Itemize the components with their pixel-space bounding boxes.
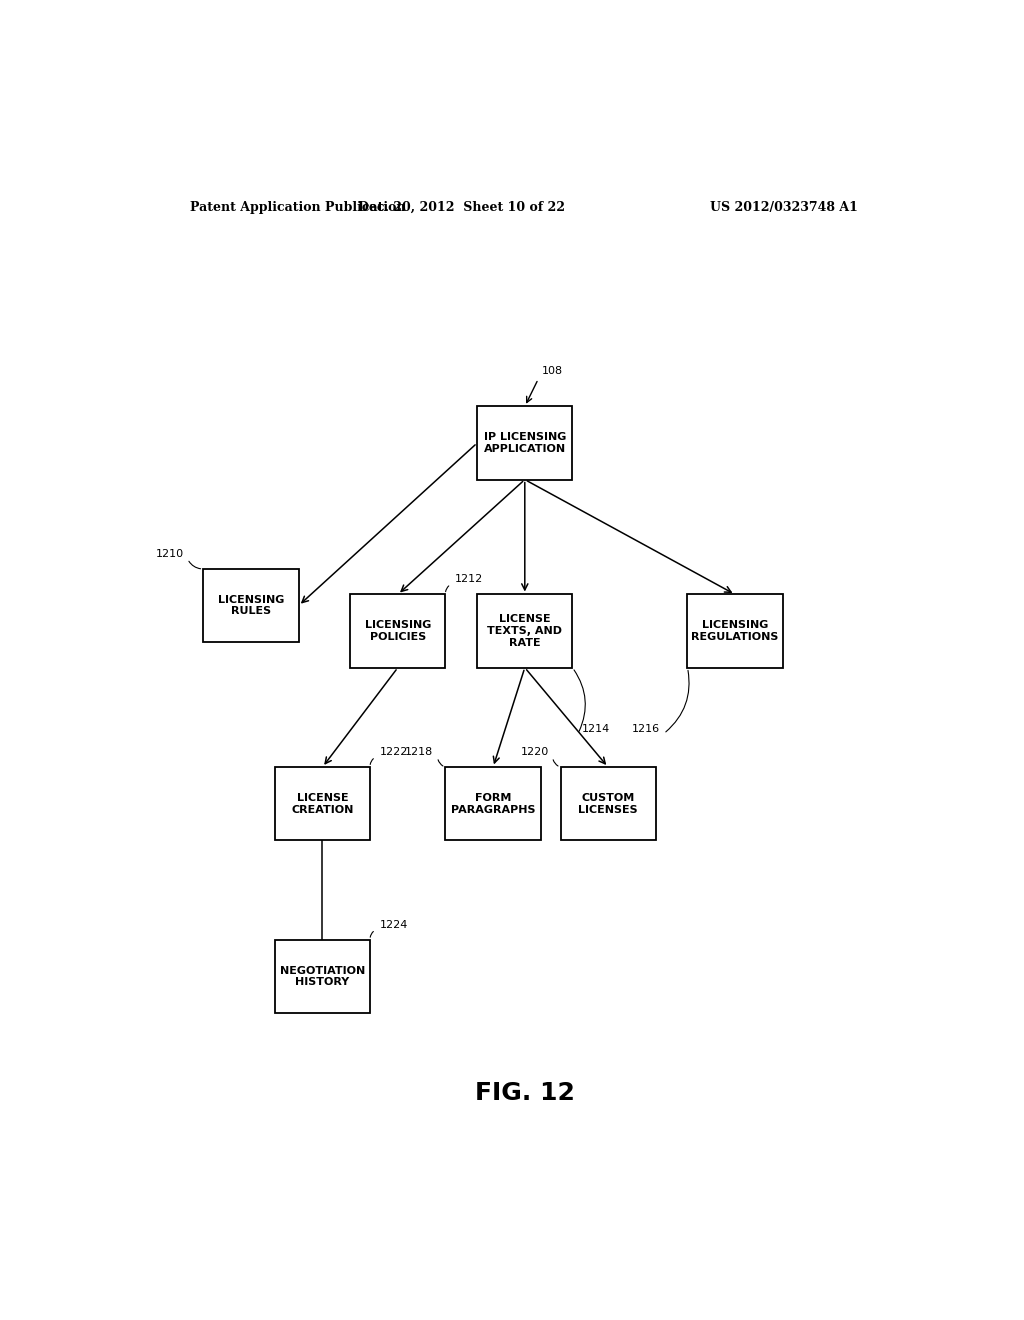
Text: IP LICENSING
APPLICATION: IP LICENSING APPLICATION — [483, 432, 566, 454]
Text: 108: 108 — [543, 366, 563, 376]
Text: 1210: 1210 — [156, 549, 183, 558]
Bar — [204, 569, 299, 643]
Bar — [560, 767, 655, 841]
Bar — [477, 407, 572, 479]
Bar — [477, 594, 572, 668]
Text: 1218: 1218 — [406, 747, 433, 758]
Text: 1220: 1220 — [520, 747, 549, 758]
Text: 1214: 1214 — [582, 723, 610, 734]
Text: LICENSING
REGULATIONS: LICENSING REGULATIONS — [691, 620, 779, 642]
Text: Patent Application Publication: Patent Application Publication — [189, 201, 406, 214]
Text: 1222: 1222 — [380, 747, 408, 758]
Text: LICENSING
POLICIES: LICENSING POLICIES — [365, 620, 431, 642]
Text: 1216: 1216 — [632, 723, 659, 734]
Text: LICENSING
RULES: LICENSING RULES — [218, 595, 285, 616]
Text: Dec. 20, 2012  Sheet 10 of 22: Dec. 20, 2012 Sheet 10 of 22 — [357, 201, 565, 214]
Bar — [274, 767, 370, 841]
Text: US 2012/0323748 A1: US 2012/0323748 A1 — [711, 201, 858, 214]
Bar — [687, 594, 782, 668]
Text: 1224: 1224 — [380, 920, 408, 929]
Text: FORM
PARAGRAPHS: FORM PARAGRAPHS — [451, 793, 536, 814]
Bar — [274, 940, 370, 1014]
Text: LICENSE
TEXTS, AND
RATE: LICENSE TEXTS, AND RATE — [487, 614, 562, 648]
Bar — [445, 767, 541, 841]
Bar — [350, 594, 445, 668]
Text: LICENSE
CREATION: LICENSE CREATION — [291, 793, 353, 814]
Text: FIG. 12: FIG. 12 — [475, 1081, 574, 1105]
Text: NEGOTIATION
HISTORY: NEGOTIATION HISTORY — [280, 966, 366, 987]
Text: 1212: 1212 — [455, 574, 483, 585]
Text: CUSTOM
LICENSES: CUSTOM LICENSES — [579, 793, 638, 814]
